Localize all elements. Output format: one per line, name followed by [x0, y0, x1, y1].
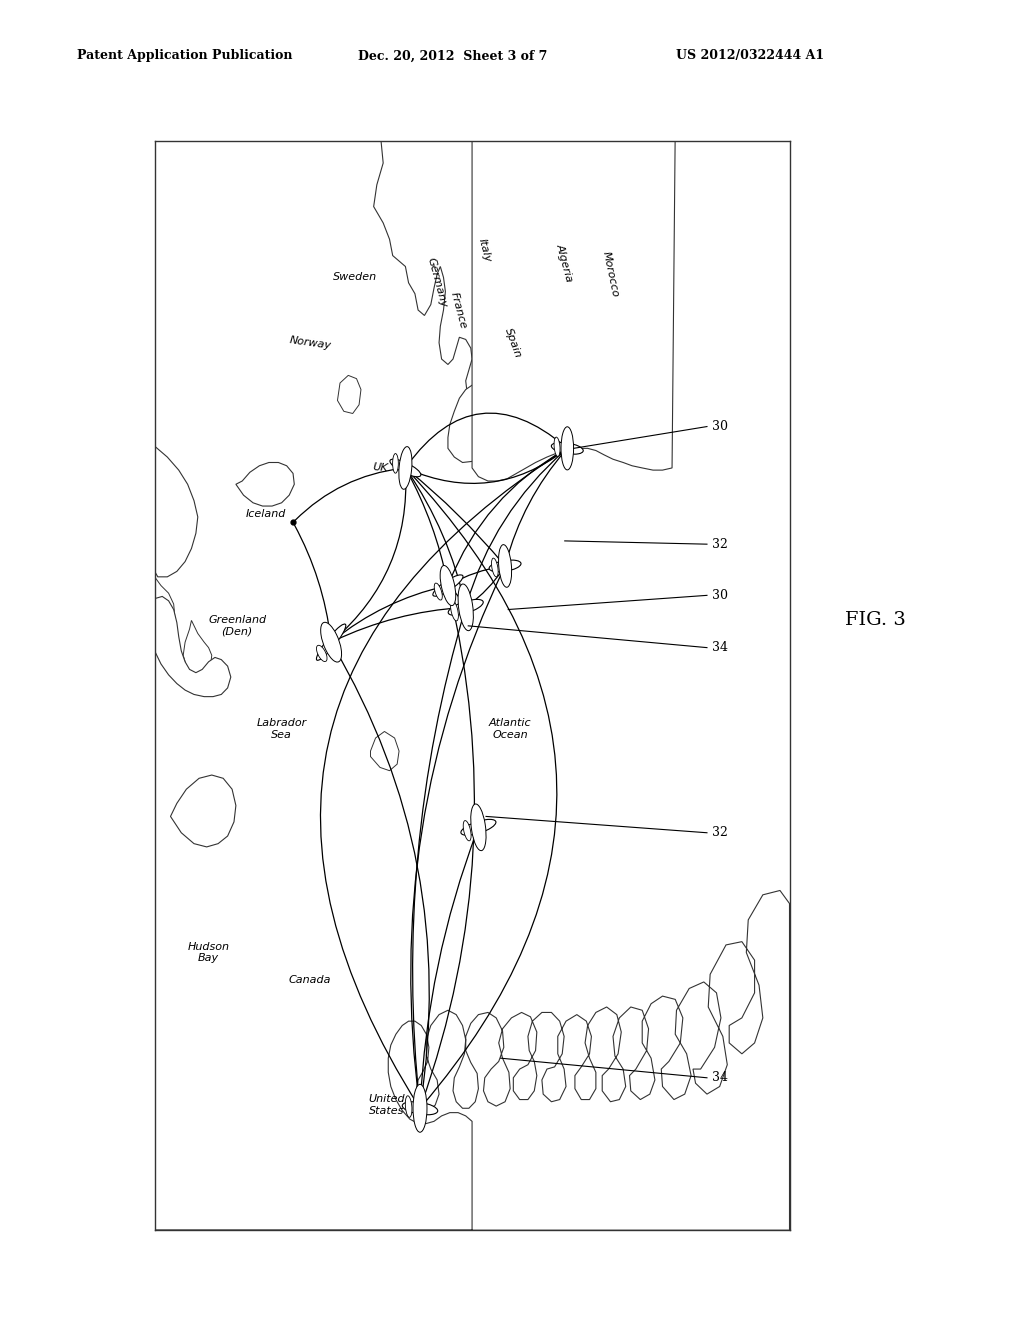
- FancyArrowPatch shape: [467, 450, 565, 605]
- Text: 34: 34: [712, 1072, 728, 1084]
- FancyArrowPatch shape: [408, 470, 557, 1106]
- Ellipse shape: [461, 820, 496, 836]
- Text: Greenland
(Den): Greenland (Den): [208, 615, 266, 636]
- Ellipse shape: [413, 1084, 427, 1133]
- Ellipse shape: [463, 821, 471, 841]
- Ellipse shape: [561, 426, 573, 470]
- Text: Morocco: Morocco: [601, 251, 621, 298]
- Ellipse shape: [471, 804, 486, 850]
- Ellipse shape: [489, 560, 521, 572]
- Polygon shape: [155, 446, 198, 577]
- Ellipse shape: [434, 583, 442, 601]
- Text: Spain: Spain: [503, 326, 523, 359]
- Text: UK: UK: [372, 462, 388, 474]
- Ellipse shape: [316, 645, 327, 661]
- Text: Italy: Italy: [477, 238, 493, 263]
- FancyArrowPatch shape: [411, 569, 504, 1106]
- FancyArrowPatch shape: [449, 450, 565, 583]
- Polygon shape: [155, 577, 175, 644]
- FancyArrowPatch shape: [321, 450, 565, 1106]
- Text: Patent Application Publication: Patent Application Publication: [77, 49, 292, 62]
- Text: United
States: United States: [368, 1094, 404, 1115]
- Ellipse shape: [551, 442, 584, 454]
- Ellipse shape: [402, 1102, 437, 1115]
- Ellipse shape: [458, 583, 473, 631]
- Polygon shape: [371, 731, 399, 771]
- FancyArrowPatch shape: [420, 830, 477, 1105]
- Ellipse shape: [433, 576, 463, 597]
- Text: Canada: Canada: [289, 974, 332, 985]
- Polygon shape: [236, 462, 294, 506]
- Text: Atlantic
Ocean: Atlantic Ocean: [488, 718, 531, 741]
- FancyArrowPatch shape: [334, 607, 463, 642]
- Polygon shape: [447, 385, 495, 462]
- Text: Sweden: Sweden: [333, 272, 377, 282]
- FancyArrowPatch shape: [333, 471, 406, 640]
- FancyArrowPatch shape: [506, 450, 565, 564]
- Polygon shape: [155, 653, 790, 1230]
- Polygon shape: [183, 620, 212, 677]
- Text: US 2012/0322444 A1: US 2012/0322444 A1: [676, 49, 824, 62]
- Ellipse shape: [449, 599, 483, 615]
- Text: Labrador
Sea: Labrador Sea: [256, 718, 307, 741]
- FancyArrowPatch shape: [294, 525, 331, 639]
- FancyArrowPatch shape: [408, 450, 565, 483]
- Polygon shape: [338, 375, 361, 413]
- FancyArrowPatch shape: [407, 413, 565, 466]
- Ellipse shape: [492, 558, 498, 577]
- FancyArrowPatch shape: [451, 587, 464, 605]
- Polygon shape: [374, 131, 674, 412]
- Ellipse shape: [392, 454, 398, 473]
- Text: 30: 30: [712, 589, 728, 602]
- Polygon shape: [155, 597, 230, 697]
- Text: 30: 30: [712, 420, 728, 433]
- FancyArrowPatch shape: [413, 610, 465, 1106]
- Text: Algeria: Algeria: [554, 243, 574, 284]
- Text: 32: 32: [712, 537, 728, 550]
- FancyArrowPatch shape: [407, 470, 465, 605]
- FancyArrowPatch shape: [468, 569, 504, 606]
- FancyArrowPatch shape: [407, 470, 447, 583]
- Ellipse shape: [499, 545, 512, 587]
- FancyArrowPatch shape: [408, 470, 504, 564]
- FancyArrowPatch shape: [295, 469, 402, 520]
- Ellipse shape: [398, 446, 412, 490]
- Text: FIG. 3: FIG. 3: [845, 611, 905, 630]
- Ellipse shape: [390, 459, 421, 477]
- FancyArrowPatch shape: [333, 586, 445, 640]
- FancyArrowPatch shape: [451, 566, 503, 585]
- Text: Norway: Norway: [289, 335, 332, 351]
- Text: Iceland: Iceland: [246, 508, 286, 519]
- Text: Dec. 20, 2012  Sheet 3 of 7: Dec. 20, 2012 Sheet 3 of 7: [358, 49, 548, 62]
- Ellipse shape: [316, 624, 346, 660]
- FancyArrowPatch shape: [421, 589, 474, 1106]
- Text: France: France: [449, 290, 468, 330]
- Ellipse shape: [451, 601, 459, 620]
- Ellipse shape: [406, 1096, 412, 1117]
- Text: 34: 34: [712, 642, 728, 655]
- Polygon shape: [170, 775, 236, 847]
- FancyArrowPatch shape: [333, 644, 429, 1106]
- Ellipse shape: [321, 622, 342, 663]
- Text: Germany: Germany: [426, 256, 449, 309]
- Text: Hudson
Bay: Hudson Bay: [187, 941, 229, 964]
- Ellipse shape: [554, 437, 560, 457]
- Text: 32: 32: [712, 826, 728, 840]
- Polygon shape: [472, 131, 675, 480]
- Ellipse shape: [440, 565, 456, 606]
